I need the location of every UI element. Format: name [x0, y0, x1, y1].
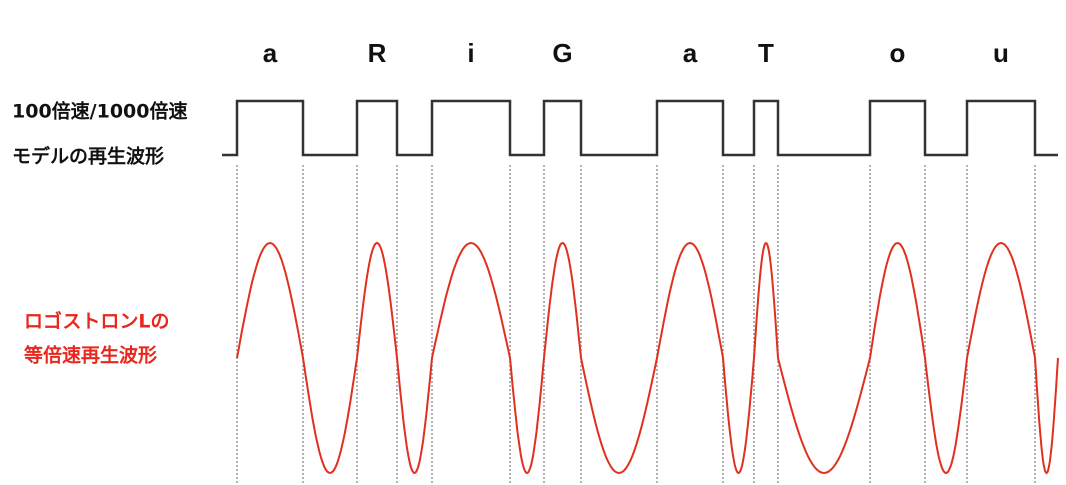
logostron-label: 等倍速再生波形 [23, 344, 157, 367]
letter: R [368, 38, 387, 68]
model-label: モデルの再生波形 [12, 145, 164, 168]
letter: a [263, 38, 278, 68]
letter: o [890, 38, 906, 68]
square-wave [222, 99, 1058, 157]
letter: a [683, 38, 698, 68]
letter: T [758, 38, 774, 68]
letter: u [993, 38, 1009, 68]
logostron-label: ロゴストロンLの [24, 310, 170, 333]
letter: i [467, 38, 474, 68]
letter: G [552, 38, 572, 68]
model-label: 100倍速/1000倍速 [12, 100, 187, 123]
red-wave [236, 241, 1059, 475]
